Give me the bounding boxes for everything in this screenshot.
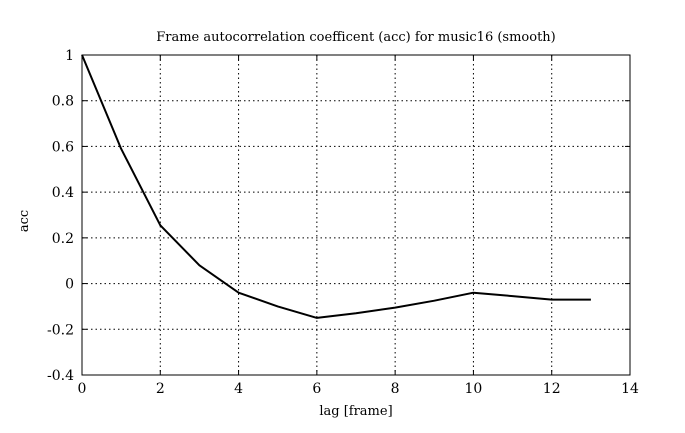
series-group — [81, 54, 591, 319]
axis-ticks — [81, 54, 631, 376]
y-tick-label: -0.2 — [47, 322, 74, 338]
y-tick-label: -0.4 — [47, 368, 74, 384]
x-tick-label: 6 — [312, 381, 321, 397]
y-tick-label: 0.6 — [52, 139, 74, 155]
x-tick-label: 14 — [621, 381, 639, 397]
y-tick-label: 1 — [65, 48, 74, 64]
y-tick-label: 0 — [65, 277, 74, 293]
y-tick-label: 0.4 — [52, 185, 74, 201]
grid-lines — [82, 55, 630, 375]
x-tick-label: 12 — [543, 381, 561, 397]
x-axis-title: lag [frame] — [319, 404, 392, 419]
x-tick-label: 4 — [234, 381, 243, 397]
x-tick-label: 2 — [156, 381, 165, 397]
x-tick-label: 0 — [78, 381, 87, 397]
series-line — [81, 54, 591, 319]
chart-title: Frame autocorrelation coefficent (acc) f… — [156, 30, 556, 45]
y-tick-label: 0.8 — [52, 94, 74, 110]
tick-labels: 0 2 4 6 8 10 12 14 -0.4 -0.2 0 0.2 0.4 0.6 0.8 1 — [47, 48, 639, 397]
y-tick-label: 0.2 — [52, 231, 74, 247]
x-tick-label: 8 — [391, 381, 400, 397]
plot-area — [81, 54, 631, 376]
y-axis-title: acc — [17, 210, 32, 232]
x-tick-label: 10 — [465, 381, 483, 397]
